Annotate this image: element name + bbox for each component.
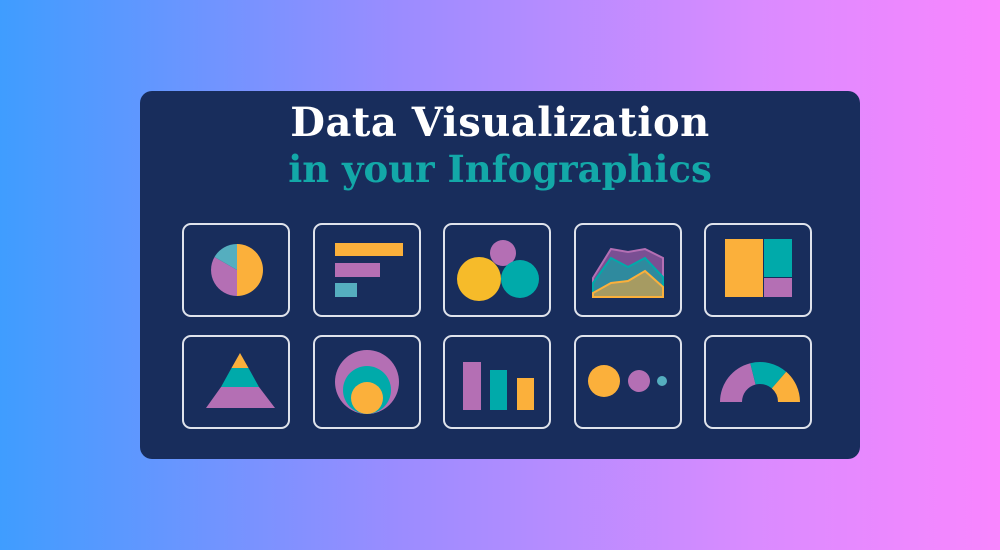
- tile-pyramid: [182, 335, 290, 429]
- treemap-icon: [725, 239, 792, 297]
- tile-gauge: [704, 335, 812, 429]
- tile-nested: [313, 335, 421, 429]
- proportional-dots-icon: [588, 365, 667, 397]
- infographic-card: Data Visualization in your Infographics: [140, 91, 860, 459]
- pie-chart-icon: [211, 244, 263, 296]
- tile-treemap: [704, 223, 812, 317]
- tile-pie: [182, 223, 290, 317]
- tile-bubbles: [443, 223, 551, 317]
- area-chart-icon: [592, 247, 664, 298]
- bar-chart-icon: [463, 362, 534, 410]
- pyramid-chart-icon: [206, 353, 275, 408]
- tile-area: [574, 223, 682, 317]
- horizontal-bar-chart-icon: [335, 243, 403, 297]
- subtitle: in your Infographics: [288, 147, 712, 191]
- title: Data Visualization: [290, 99, 710, 146]
- tile-dots: [574, 335, 682, 429]
- bubble-chart-icon: [457, 240, 539, 301]
- tile-hbar: [313, 223, 421, 317]
- gauge-chart-icon: [720, 362, 800, 402]
- nested-circles-icon: [335, 350, 399, 414]
- tile-bars: [443, 335, 551, 429]
